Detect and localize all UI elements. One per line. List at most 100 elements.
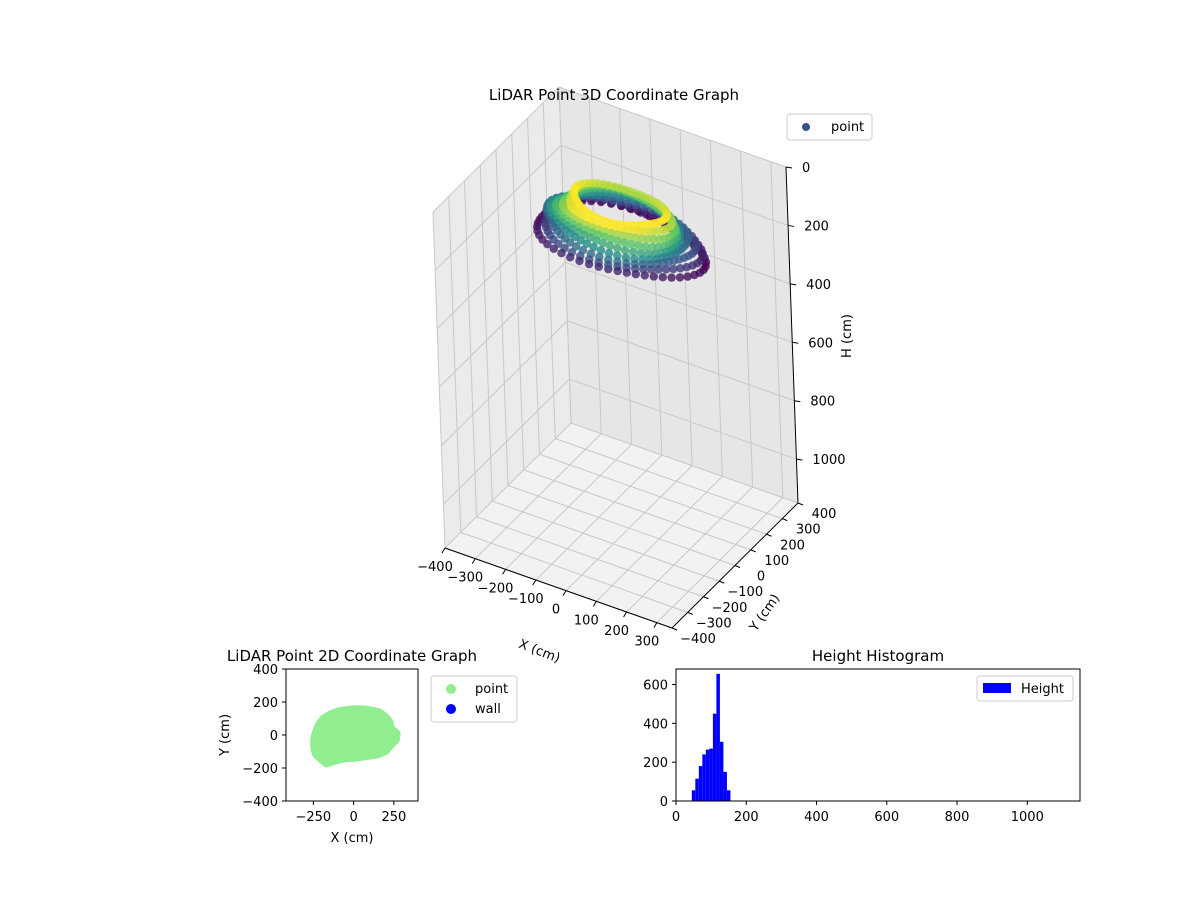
- lidar-point-3d: [582, 239, 591, 248]
- y-tick-label-hist: 400: [643, 717, 668, 732]
- z-tick-3d: [785, 166, 793, 169]
- y-tick-label-3d: −400: [680, 632, 716, 647]
- x-tick-label-3d: 100: [574, 613, 599, 628]
- legend-label-height: Height: [1021, 682, 1064, 697]
- z-axis-line-3d: [785, 166, 799, 504]
- axes-ticks-2d: −250 0 250 400 200 0 −200 −400: [242, 663, 406, 825]
- z-tick-label-3d: 800: [810, 395, 835, 410]
- y-tick-3d: [782, 518, 788, 522]
- y-tick-3d: [750, 549, 756, 553]
- y-tick-label-2d: 400: [253, 663, 278, 678]
- lidar-point-3d: [613, 251, 622, 260]
- x-tick-label-2d: 250: [381, 810, 406, 825]
- z-tick-label-3d: 200: [804, 219, 829, 234]
- z-tick-label-3d: 600: [808, 336, 833, 351]
- z-tick-3d: [796, 458, 803, 461]
- histogram-bars: [691, 673, 731, 801]
- legend-hist: Height: [976, 675, 1074, 702]
- y-axis-label-2d: Y (cm): [218, 714, 233, 757]
- lidar-point-3d: [575, 256, 584, 266]
- z-tick-label-3d: 0: [802, 161, 810, 176]
- legend-swatch-height: [983, 683, 1011, 693]
- histogram-bar: [716, 673, 720, 801]
- histogram-bar: [712, 713, 717, 801]
- z-tick-3d: [792, 341, 799, 344]
- y-tick-3d: [766, 533, 772, 537]
- legend-marker-wall-2d: [446, 704, 456, 714]
- x-tick-label-2d: 0: [349, 810, 357, 825]
- x-tick-3d: [471, 558, 476, 564]
- x-tick-label-hist: 0: [672, 810, 680, 825]
- lidar-point-3d: [639, 264, 648, 274]
- lidar-point-3d: [613, 266, 622, 276]
- x-tick-label-hist: 800: [945, 810, 970, 825]
- y-tick-label-2d: −200: [242, 762, 278, 777]
- legend-box-3d: [786, 113, 873, 141]
- lidar-point-3d: [594, 262, 603, 271]
- z-tick-3d: [790, 283, 797, 286]
- lidar-point-3d: [661, 265, 671, 274]
- x-tick-3d: [502, 569, 506, 575]
- lidar-point-3d: [690, 270, 699, 280]
- gridline-y: [495, 149, 736, 566]
- lidar-point-3d: [649, 235, 659, 244]
- legend-label-wall-2d: wall: [475, 702, 501, 717]
- legend-marker-point-3d: [802, 123, 810, 131]
- legend-label-point-2d: point: [475, 682, 508, 697]
- y-tick-label-2d: 200: [253, 696, 278, 711]
- gridline-z: [440, 320, 795, 447]
- z-tick-3d: [788, 224, 795, 227]
- x-tick-label-3d: −400: [417, 560, 453, 575]
- lidar-point-3d: [592, 236, 601, 245]
- legend-box-hist: [976, 675, 1074, 702]
- y-tick-label-hist: 200: [643, 756, 668, 771]
- gridline-y: [527, 118, 767, 535]
- x-tick-3d: [562, 590, 567, 596]
- y-tick-label-3d: −200: [712, 601, 748, 616]
- lidar-point-3d: [549, 244, 558, 253]
- lidar-point-3d: [667, 273, 676, 282]
- y-tick-label-3d: 200: [780, 538, 805, 553]
- chart-title-hist: Height Histogram: [812, 647, 944, 665]
- lidar-point-3d: [636, 249, 645, 258]
- chart-title-2d: LiDAR Point 2D Coordinate Graph: [227, 647, 477, 665]
- lidar-point-3d: [604, 249, 614, 258]
- lidar-point-3d: [571, 242, 581, 251]
- y-tick-label-3d: −300: [696, 616, 732, 631]
- y-tick-label-hist: 0: [660, 795, 668, 810]
- legend-3d: point: [786, 113, 873, 141]
- lidar-point-3d: [613, 244, 622, 253]
- legend-2d: point wall: [430, 675, 518, 723]
- y-tick-label-3d: −100: [727, 585, 763, 600]
- x-tick-label-3d: 0: [552, 603, 560, 618]
- axes-ticks-hist: 0 200 400 600 800 1000 0 200 400 600: [643, 679, 1044, 825]
- point-cloud-3d: [532, 178, 711, 282]
- chart-title-3d: LiDAR Point 3D Coordinate Graph: [489, 86, 739, 104]
- y-tick-label-hist: 600: [643, 679, 668, 694]
- x-tick-label-hist: 600: [874, 810, 899, 825]
- y-tick-label-3d: 400: [812, 507, 837, 522]
- lidar-point-3d: [589, 242, 598, 252]
- gridline-z: [434, 144, 789, 271]
- z-axis-label-3d: H (cm): [840, 314, 855, 358]
- histogram-bar: [709, 748, 713, 801]
- y-tick-3d: [797, 502, 804, 506]
- x-tick-label-2d: −250: [296, 810, 332, 825]
- y-tick-3d: [671, 627, 678, 631]
- lidar-point-3d: [622, 268, 631, 277]
- point-cloud-2d: [309, 705, 401, 768]
- gridline-z: [432, 86, 787, 213]
- y-tick-3d: [719, 580, 725, 584]
- scatter-2d-panel: −250 0 250 400 200 0 −200 −400 LiDAR Point 2D C…: [218, 647, 518, 846]
- x-tick-3d: [653, 622, 658, 628]
- x-axis-line-3d: [444, 547, 673, 629]
- lidar-point-3d: [584, 259, 594, 269]
- lidar-point-3d: [565, 238, 575, 247]
- lidar-point-3d: [641, 242, 650, 251]
- lidar-point-3d: [596, 246, 606, 255]
- x-tick-label-3d: −300: [447, 571, 483, 586]
- gridline-y: [479, 165, 720, 582]
- lidar-point-3d: [628, 247, 638, 257]
